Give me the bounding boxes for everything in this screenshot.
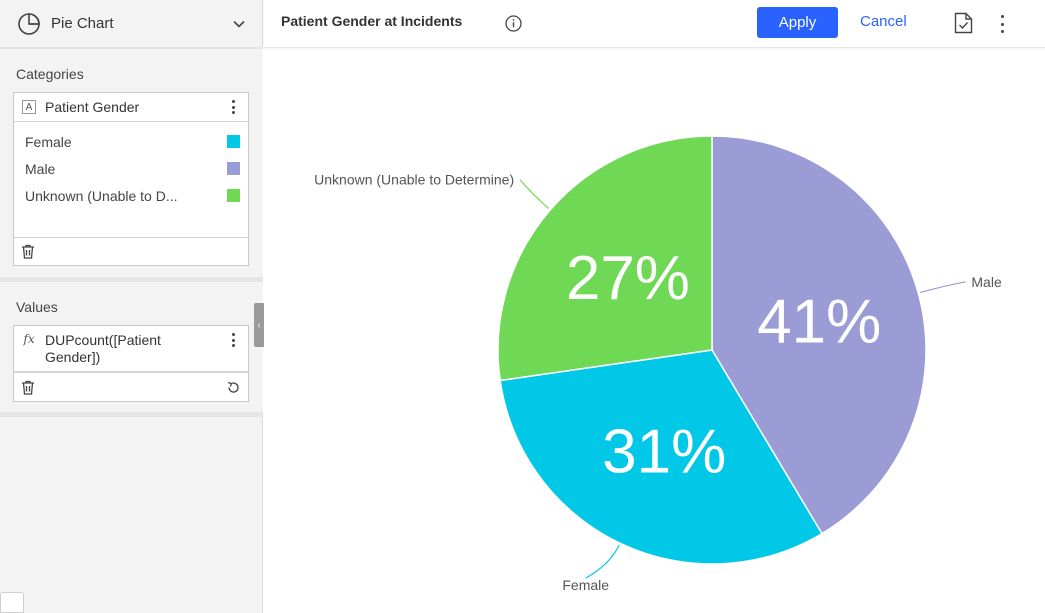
- pie-slice[interactable]: [497, 135, 713, 382]
- category-item[interactable]: Male: [25, 158, 240, 180]
- color-swatch[interactable]: [227, 162, 240, 175]
- save-document-icon[interactable]: [954, 12, 973, 34]
- chevron-left-icon: ‹: [257, 319, 261, 331]
- apply-button[interactable]: Apply: [757, 7, 838, 38]
- divider: [0, 277, 263, 282]
- pie-slice[interactable]: [499, 349, 823, 565]
- categories-footer: [14, 237, 248, 265]
- divider: [0, 47, 263, 49]
- color-swatch[interactable]: [227, 135, 240, 148]
- chart-type-label: Pie Chart: [51, 15, 114, 32]
- category-item[interactable]: Unknown (Unable to D...: [25, 185, 240, 207]
- chart-config-panel: Pie Chart Categories A Patient Gender Fe…: [0, 0, 263, 613]
- pie-slice[interactable]: [711, 135, 927, 535]
- trash-icon[interactable]: [21, 380, 35, 395]
- chart-canvas: 41% Male 31% Female 27% Unknown (Unable to De…: [264, 49, 1045, 613]
- formula-icon: fx: [23, 332, 35, 346]
- trash-icon[interactable]: [21, 244, 35, 259]
- leader-line: [920, 281, 966, 294]
- chart-type-dropdown[interactable]: Pie Chart: [0, 0, 263, 47]
- bottom-tab[interactable]: [0, 592, 24, 613]
- leader-line: [519, 179, 550, 210]
- slice-category-label: Female: [562, 577, 609, 593]
- field-menu-icon[interactable]: [226, 99, 240, 115]
- category-legend-list: Female Male Unknown (Unable to D...: [14, 123, 248, 237]
- category-field-row[interactable]: A Patient Gender: [14, 93, 248, 122]
- chevron-down-icon: [233, 20, 245, 28]
- categories-title: Categories: [16, 66, 84, 82]
- editor-toolbar: Patient Gender at Incidents Apply Cancel: [264, 0, 1045, 48]
- field-menu-icon[interactable]: [226, 332, 240, 348]
- reset-icon[interactable]: [226, 380, 241, 395]
- chart-title[interactable]: Patient Gender at Incidents: [281, 13, 463, 29]
- slice-category-label: Unknown (Unable to Determine): [314, 172, 514, 188]
- info-icon[interactable]: [505, 15, 522, 32]
- text-type-icon: A: [22, 100, 36, 114]
- panel-collapse-handle[interactable]: ‹: [254, 303, 264, 347]
- more-options-icon[interactable]: [1001, 15, 1005, 33]
- category-field-name: Patient Gender: [45, 99, 140, 115]
- slice-percent-label: 27%: [566, 244, 690, 313]
- value-field-name: DUPcount([Patient Gender]): [45, 332, 161, 365]
- cancel-button[interactable]: Cancel: [860, 13, 907, 30]
- value-field-row[interactable]: fx DUPcount([Patient Gender]): [14, 326, 248, 372]
- values-card: fx DUPcount([Patient Gender]): [13, 325, 249, 402]
- color-swatch[interactable]: [227, 189, 240, 202]
- slice-category-label: Male: [971, 274, 1002, 290]
- pie-chart: 41% Male 31% Female 27% Unknown (Unable to De…: [314, 135, 1002, 593]
- pie-chart-icon: [18, 12, 40, 35]
- slice-percent-label: 41%: [757, 287, 881, 356]
- values-footer: [14, 372, 248, 401]
- categories-card: A Patient Gender Female Male Unknown (Unab…: [13, 92, 249, 266]
- category-item-label: Female: [25, 134, 72, 150]
- category-item-label: Male: [25, 161, 56, 177]
- leader-line: [585, 544, 620, 579]
- divider: [0, 412, 263, 417]
- category-item-label: Unknown (Unable to D...: [25, 188, 178, 204]
- slice-percent-label: 31%: [602, 417, 726, 486]
- category-item[interactable]: Female: [25, 131, 240, 153]
- values-title: Values: [16, 299, 58, 315]
